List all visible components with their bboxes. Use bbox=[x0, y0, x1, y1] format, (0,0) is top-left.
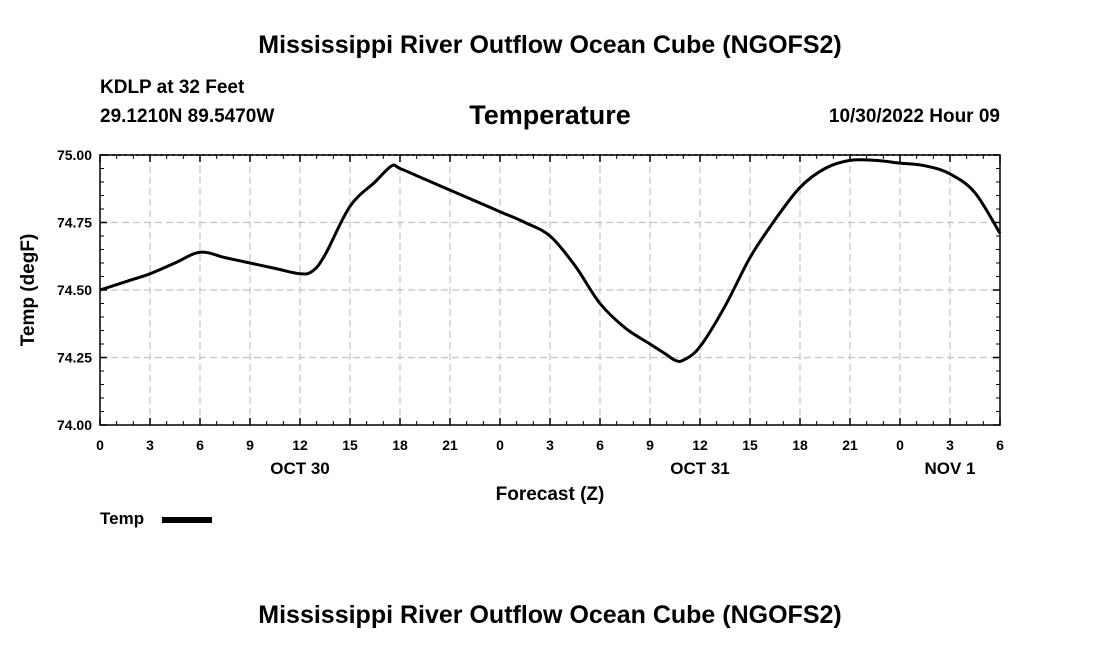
series-line-temp bbox=[99, 158, 1002, 363]
day-label: OCT 30 bbox=[270, 459, 330, 478]
station-name: KDLP at 32 Feet bbox=[100, 77, 245, 98]
y-tick-label: 74.25 bbox=[57, 350, 92, 366]
x-tick-label: 3 bbox=[946, 437, 954, 453]
legend: Temp bbox=[100, 509, 144, 529]
forecast-datetime: 10/30/2022 Hour 09 bbox=[828, 106, 1000, 127]
day-label: NOV 1 bbox=[924, 459, 975, 478]
x-tick-label: 18 bbox=[392, 437, 408, 453]
x-tick-label: 3 bbox=[146, 437, 154, 453]
x-tick-label: 9 bbox=[646, 437, 654, 453]
x-tick-label: 12 bbox=[692, 437, 708, 453]
day-label: OCT 31 bbox=[670, 459, 730, 478]
legend-swatch bbox=[162, 517, 212, 523]
station-coordinates: 29.1210N 89.5470W bbox=[100, 106, 275, 127]
y-tick-label: 75.00 bbox=[57, 147, 92, 163]
x-tick-label: 18 bbox=[792, 437, 808, 453]
tick-marks bbox=[99, 154, 1001, 426]
tick-labels: 0 3 6 9 12 15 18 21 0 3 6 9 12 15 18 21 0 3 6 74.00 74.25 74.… bbox=[57, 147, 1004, 478]
x-axis-title: Forecast (Z) bbox=[496, 484, 605, 505]
x-tick-label: 0 bbox=[96, 437, 104, 453]
grid-lines bbox=[100, 154, 1000, 425]
x-tick-label: 21 bbox=[842, 437, 858, 453]
y-tick-label: 74.75 bbox=[57, 215, 92, 231]
x-tick-label: 15 bbox=[342, 437, 358, 453]
footer-title: Mississippi River Outflow Ocean Cube (NG… bbox=[258, 601, 842, 629]
y-axis-title: Temp (degF) bbox=[18, 234, 39, 347]
x-tick-label: 21 bbox=[442, 437, 458, 453]
variable-title: Temperature bbox=[469, 100, 631, 130]
x-tick-label: 3 bbox=[546, 437, 554, 453]
series-layer bbox=[99, 158, 1002, 363]
chart-title: Mississippi River Outflow Ocean Cube (NG… bbox=[258, 31, 842, 59]
y-tick-label: 74.00 bbox=[57, 417, 92, 433]
x-tick-label: 6 bbox=[596, 437, 604, 453]
x-tick-label: 12 bbox=[292, 437, 308, 453]
x-tick-label: 6 bbox=[996, 437, 1004, 453]
x-tick-label: 0 bbox=[496, 437, 504, 453]
x-tick-label: 9 bbox=[246, 437, 254, 453]
legend-label: Temp bbox=[100, 509, 145, 528]
x-tick-label: 0 bbox=[896, 437, 904, 453]
x-tick-label: 15 bbox=[742, 437, 758, 453]
x-tick-label: 6 bbox=[196, 437, 204, 453]
y-tick-label: 74.50 bbox=[57, 282, 92, 298]
